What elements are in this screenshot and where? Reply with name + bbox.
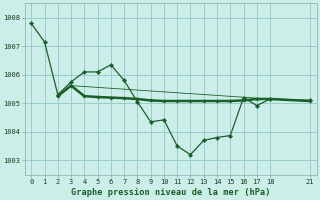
- X-axis label: Graphe pression niveau de la mer (hPa): Graphe pression niveau de la mer (hPa): [71, 188, 270, 197]
